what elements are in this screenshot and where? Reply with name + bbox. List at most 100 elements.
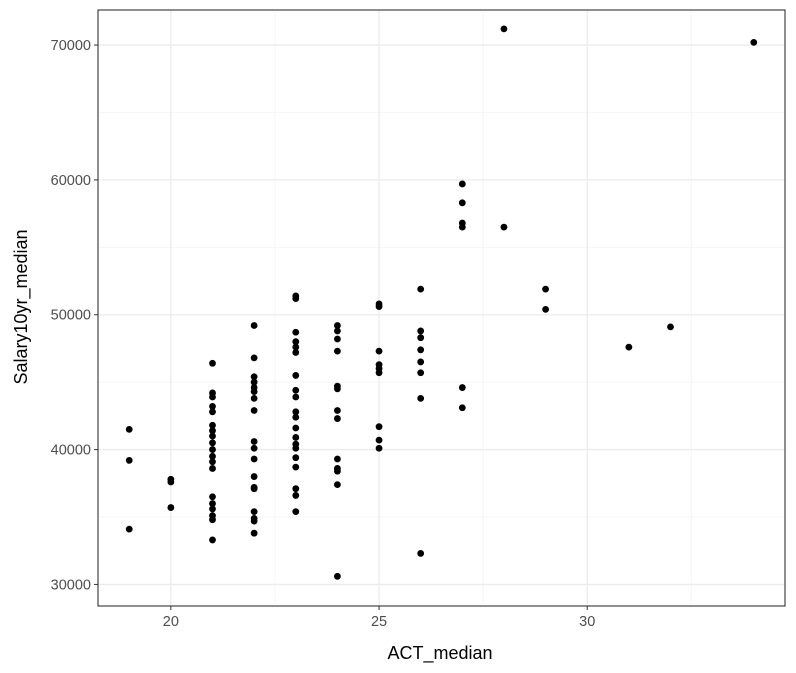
- data-point: [292, 444, 300, 452]
- data-point: [375, 444, 383, 452]
- data-point: [292, 393, 300, 401]
- data-point: [417, 369, 425, 377]
- data-point: [667, 323, 674, 331]
- data-point: [167, 504, 175, 511]
- data-point: [250, 388, 258, 396]
- data-point: [625, 343, 633, 351]
- data-point: [209, 446, 216, 453]
- data-point: [500, 25, 508, 33]
- data-point: [209, 493, 216, 501]
- data-point: [417, 327, 425, 335]
- data-point: [500, 223, 508, 231]
- data-point: [417, 334, 425, 342]
- data-point: [292, 492, 300, 499]
- data-point: [250, 473, 258, 480]
- data-point: [458, 404, 466, 412]
- data-point: [250, 394, 258, 402]
- data-point: [209, 421, 216, 429]
- data-point: [209, 393, 216, 401]
- data-point: [292, 386, 300, 394]
- data-point: [292, 328, 300, 336]
- data-point: [209, 465, 216, 472]
- data-point: [209, 403, 216, 410]
- data-point: [417, 394, 425, 402]
- data-point: [542, 305, 549, 313]
- data-point: [334, 322, 341, 329]
- data-point: [375, 436, 383, 444]
- data-point: [417, 550, 425, 557]
- data-point: [375, 423, 383, 431]
- data-point: [334, 455, 341, 463]
- data-point: [209, 452, 216, 460]
- y-axis-ticks: 30000 40000 50000 60000 70000: [51, 38, 98, 593]
- data-point: [209, 408, 216, 416]
- data-point: [334, 347, 341, 355]
- x-axis-title: ACT_median: [387, 643, 492, 664]
- data-point: [334, 335, 341, 343]
- data-point: [209, 439, 216, 447]
- data-point: [125, 525, 133, 533]
- data-point: [250, 322, 258, 329]
- data-point: [250, 407, 258, 414]
- data-point: [292, 295, 300, 302]
- x-tick-label: 20: [163, 614, 179, 630]
- data-point: [292, 434, 300, 441]
- data-point: [750, 38, 758, 46]
- data-point: [209, 458, 216, 466]
- y-tick-label: 50000: [51, 308, 91, 324]
- data-point: [458, 199, 466, 207]
- data-point: [125, 425, 133, 433]
- data-point: [209, 427, 216, 435]
- data-point: [209, 500, 216, 507]
- data-point: [250, 485, 258, 493]
- data-point: [417, 346, 425, 354]
- y-tick-label: 40000: [51, 443, 91, 459]
- plot-panel-border: [97, 9, 786, 607]
- data-point: [334, 327, 341, 335]
- data-points: [125, 25, 758, 580]
- data-point: [292, 485, 300, 493]
- data-point: [209, 536, 216, 544]
- x-tick-label: 25: [371, 614, 387, 630]
- data-point: [292, 349, 300, 356]
- data-point: [292, 408, 300, 416]
- data-point: [250, 517, 258, 525]
- data-point: [292, 424, 300, 432]
- data-point: [250, 529, 258, 537]
- data-point: [334, 572, 341, 580]
- data-point: [250, 354, 258, 362]
- data-point: [375, 347, 383, 355]
- y-tick-label: 30000: [51, 577, 91, 593]
- data-point: [125, 456, 133, 464]
- major-gridlines: [98, 10, 785, 606]
- y-axis-title: Salary10yr_median: [11, 229, 32, 384]
- x-axis-ticks: 20 25 30: [163, 606, 595, 630]
- data-point: [334, 481, 341, 489]
- data-point: [375, 303, 383, 311]
- data-point: [292, 463, 300, 471]
- data-point: [250, 438, 258, 445]
- data-point: [250, 508, 258, 516]
- data-point: [458, 384, 466, 391]
- data-point: [458, 223, 466, 231]
- y-tick-label: 70000: [51, 38, 91, 54]
- data-point: [542, 285, 549, 293]
- data-point: [250, 444, 258, 452]
- x-tick-label: 30: [579, 614, 595, 630]
- data-point: [209, 359, 216, 367]
- data-point: [292, 338, 300, 346]
- data-point: [250, 378, 258, 386]
- data-point: [250, 455, 258, 463]
- data-point: [334, 407, 341, 414]
- data-point: [292, 508, 300, 516]
- data-point: [375, 369, 383, 377]
- data-point: [292, 413, 300, 421]
- data-point: [334, 467, 341, 475]
- data-point: [250, 373, 258, 381]
- data-point: [417, 285, 425, 293]
- data-point: [292, 372, 300, 379]
- data-point: [292, 343, 300, 351]
- data-point: [167, 478, 175, 486]
- data-point: [458, 180, 466, 188]
